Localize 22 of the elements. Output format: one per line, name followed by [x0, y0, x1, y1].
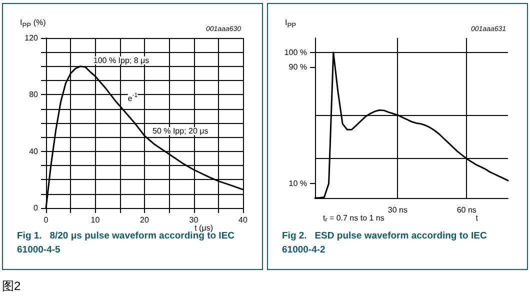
caption: 图2: [2, 279, 21, 293]
y-tick-label: 100 %: [284, 48, 307, 58]
text: Fig 2. ESD pulse waveform according to IEC 61000-4-2: [282, 230, 490, 256]
y-tick-label: 90 %: [288, 62, 307, 72]
y-tick-label: 120: [24, 34, 39, 42]
y-axis-title: I$_{PP}$: [285, 18, 296, 30]
x-tick-label: 0: [44, 216, 49, 224]
text: Fig 1. 8/20 μs pulse waveform according to IEC 61000-4-5: [17, 230, 238, 256]
y-tick-label: 80: [29, 90, 39, 100]
x-tick-label: 20: [140, 216, 150, 224]
x-tick-label: 60 ns: [456, 206, 476, 214]
y-tick-label: 40: [29, 146, 39, 156]
annotation: 100 % Ipp; 8 μs: [93, 56, 150, 65]
y-tick-label: 10 %: [288, 178, 307, 188]
x-axis-title: t: [476, 214, 479, 222]
x-tick-label: 30 ns: [388, 206, 408, 214]
x-tick-label: 40: [238, 216, 248, 224]
y-axis-title: I$_{PP}$ (%): [20, 18, 46, 30]
x-axis-title: t (μs): [194, 224, 214, 232]
annotation: 50 % Ipp; 20 μs: [152, 126, 208, 136]
x-tick-label: 30: [189, 216, 199, 224]
x-tick-label: 10: [90, 216, 100, 224]
